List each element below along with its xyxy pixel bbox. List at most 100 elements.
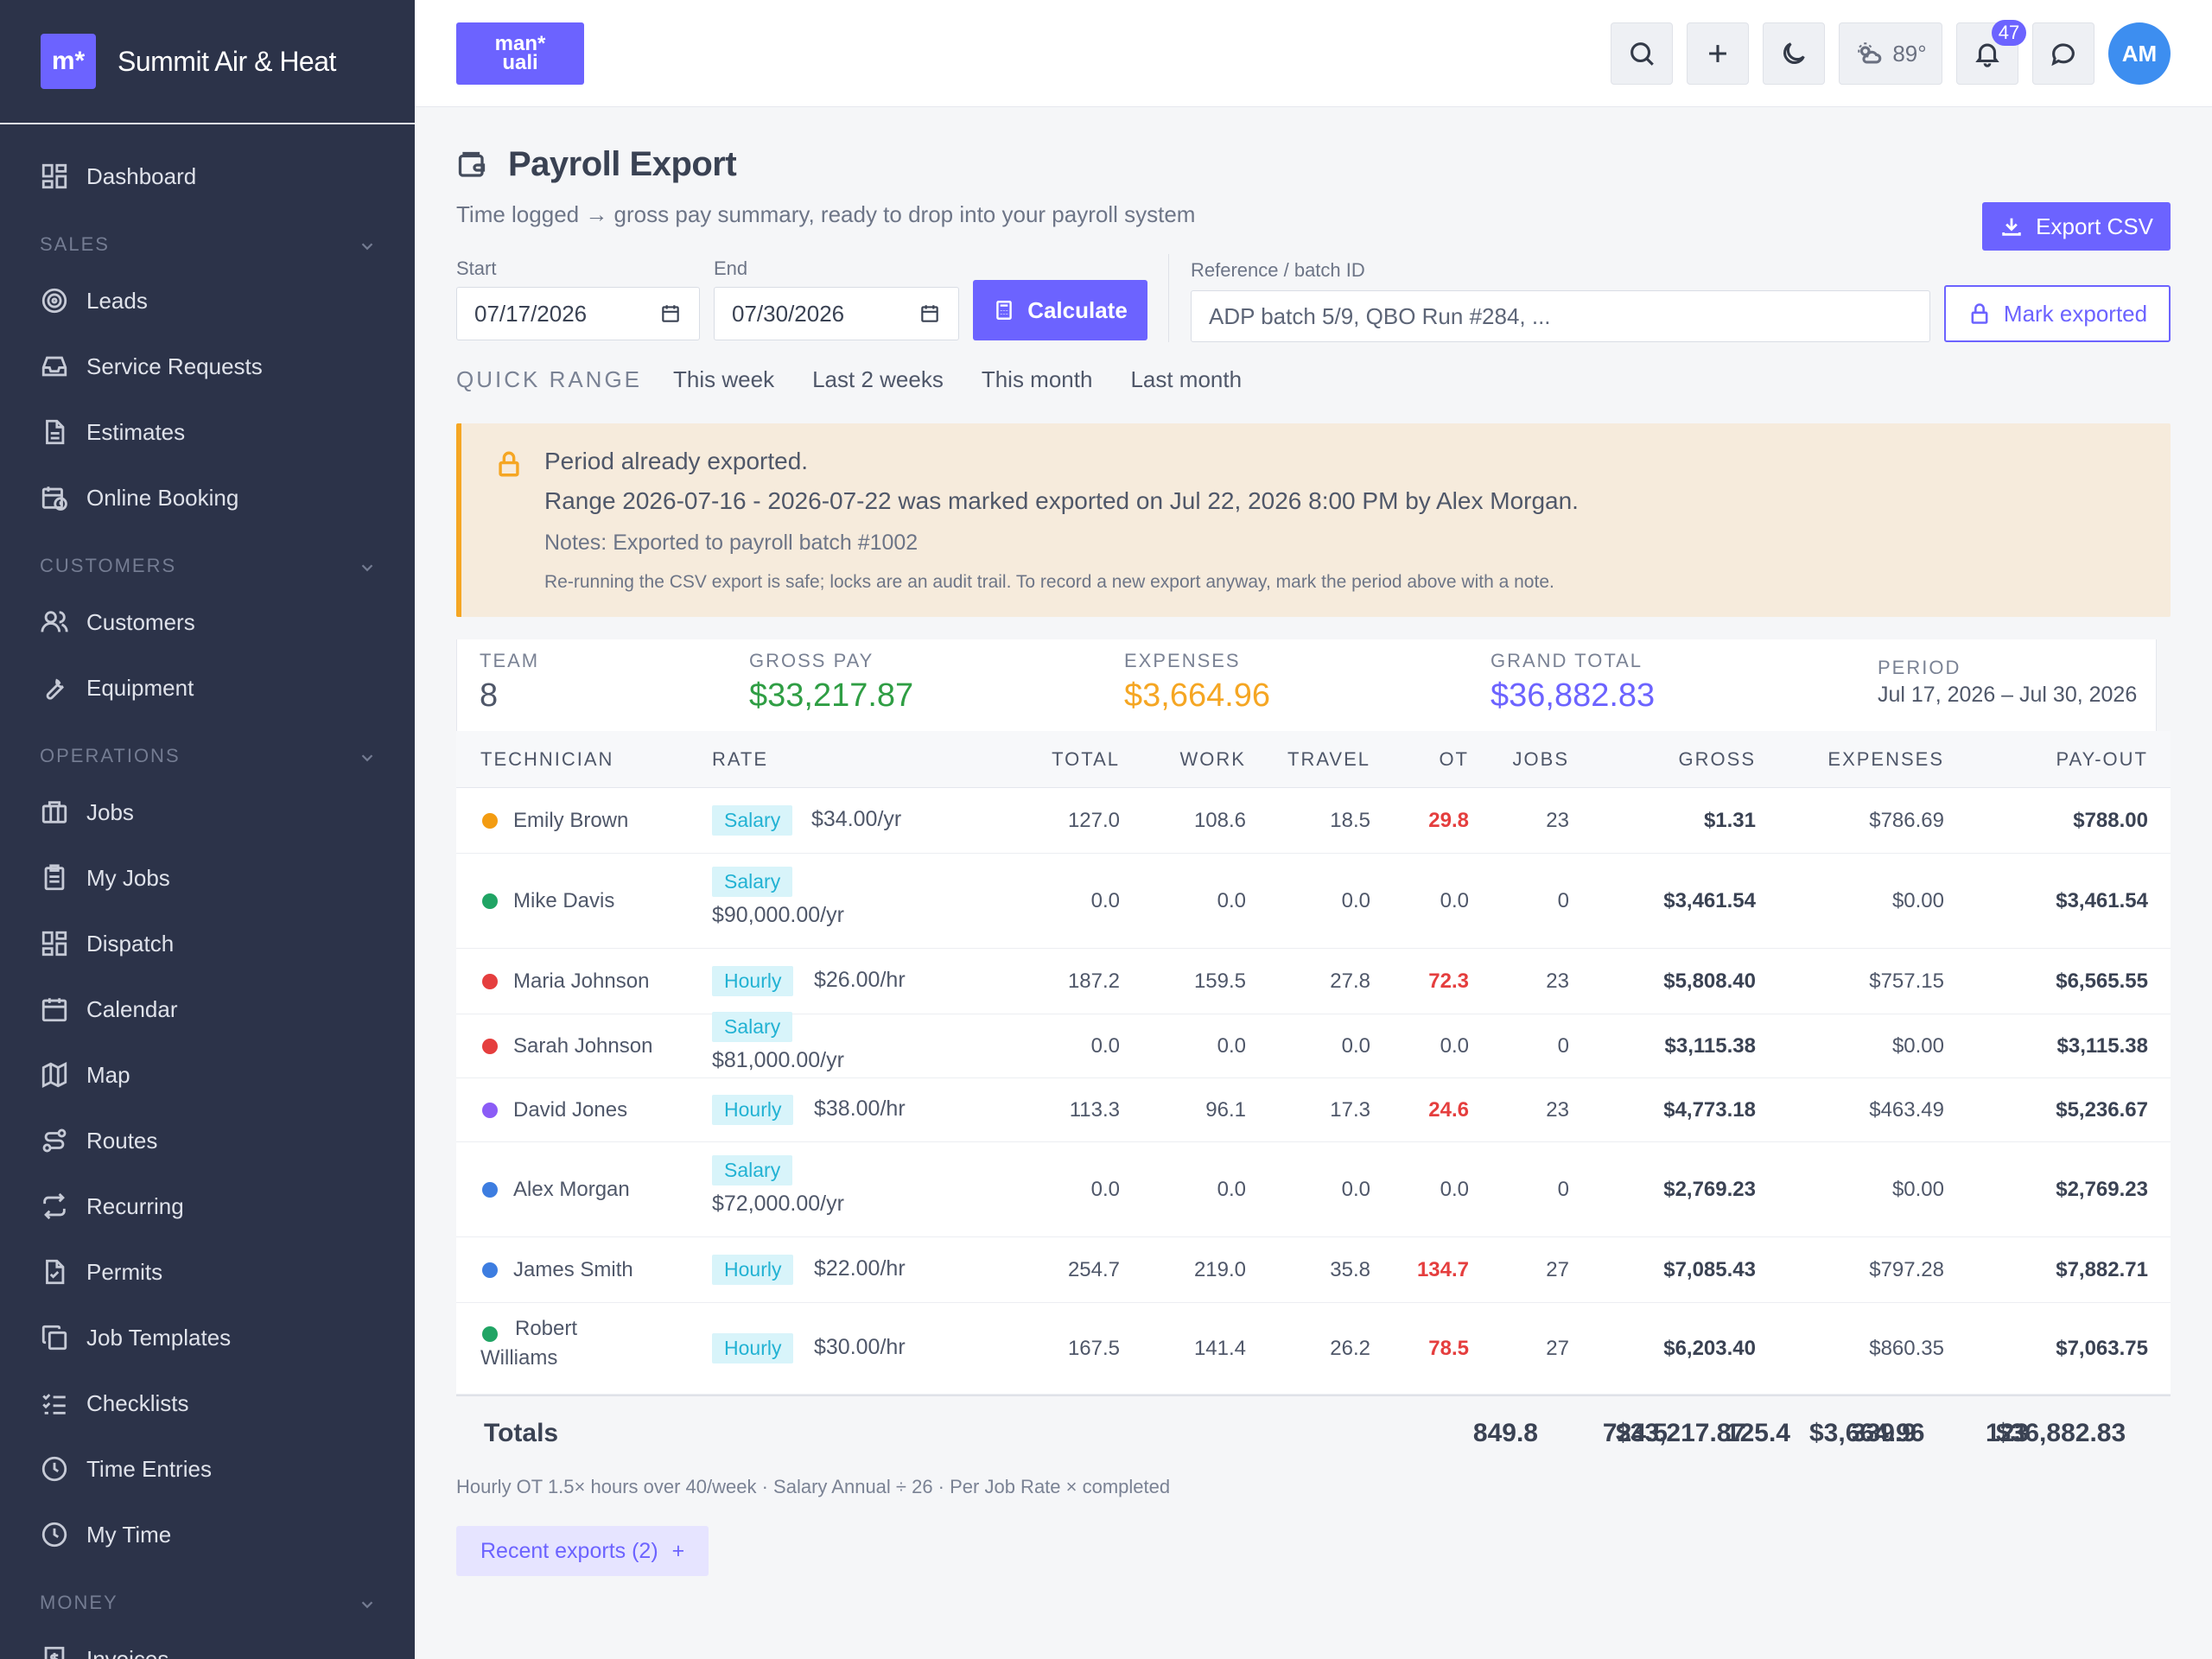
sidebar-item-leads[interactable]: Leads [0,268,415,334]
technician-name[interactable]: Robert Williams [480,1317,578,1370]
notifications-button[interactable]: 47 [1956,20,2026,85]
sidebar-item-label: My Time [86,1521,172,1548]
col-travel[interactable]: TRAVEL [1287,748,1370,770]
end-date-input[interactable]: 07/30/2026 [714,287,959,340]
sidebar-item-equipment[interactable]: Equipment [0,655,415,721]
cell-travel: 18.5 [1330,809,1370,832]
quick-range-this-week[interactable]: This week [673,366,775,392]
cell-gross: $6,203.40 [1663,1337,1756,1360]
sidebar-item-service-requests[interactable]: Service Requests [0,334,415,399]
start-date-input[interactable]: 07/17/2026 [456,287,700,340]
reference-input[interactable]: ADP batch 5/9, QBO Run #284, ... [1191,290,1930,342]
sidebar-item-permits[interactable]: Permits [0,1239,415,1305]
sidebar-item-online-booking[interactable]: Online Booking [0,465,415,531]
table-row[interactable]: James Smith Hourly $22.00/hr 254.7 219.0 35.8… [456,1237,2171,1303]
copy-icon [41,1325,67,1351]
technician-name[interactable]: Maria Johnson [513,969,650,993]
table-row[interactable]: Mike Davis Salary $90,000.00/yr 0.0 0.0 0.0 0.… [456,854,2171,949]
mark-exported-button[interactable]: Mark exported [1944,285,2171,342]
brand[interactable]: m* Summit Air & Heat [0,0,415,124]
table-row[interactable]: Sarah Johnson Salary $81,000.00/yr 0.0 0.0 0.… [456,1012,2171,1078]
export-csv-button[interactable]: Export CSV [1982,202,2171,251]
col-work[interactable]: WORK [1179,748,1246,770]
col-jobs[interactable]: JOBS [1512,748,1569,770]
calendar-icon[interactable] [659,302,682,325]
messages-button[interactable] [2032,22,2094,85]
user-avatar[interactable]: AM [2108,22,2171,85]
cell-ot: 134.7 [1416,1258,1469,1281]
cell-jobs: 27 [1546,1337,1569,1360]
technician-name[interactable]: Sarah Johnson [513,1034,653,1058]
col-rate[interactable]: RATE [712,748,769,770]
sidebar-item-dispatch[interactable]: Dispatch [0,911,415,976]
technician-name[interactable]: David Jones [513,1098,628,1122]
calendar-icon[interactable] [918,302,941,325]
sidebar-item-job-templates[interactable]: Job Templates [0,1305,415,1370]
cell-payout: $2,769.23 [2056,1178,2148,1201]
table-row[interactable]: Maria Johnson Hourly $26.00/hr 187.2 159.5 27… [456,949,2171,1014]
table-row[interactable]: Robert Williams Hourly $30.00/hr 167.5 141.4… [456,1303,2171,1395]
recent-exports-button[interactable]: Recent exports (2) + [456,1526,709,1576]
end-date-value: 07/30/2026 [732,300,845,327]
calculate-button[interactable]: Calculate [973,280,1147,340]
sidebar-item-label: Equipment [86,674,194,701]
weather-widget[interactable]: 89° [1839,22,1942,85]
sidebar-item-dashboard[interactable]: Dashboard [0,143,415,209]
quick-range-this-month[interactable]: This month [981,366,1093,392]
technician-color-dot [482,1262,498,1278]
sidebar-item-jobs[interactable]: Jobs [0,779,415,845]
sidebar-item-map[interactable]: Map [0,1042,415,1108]
sidebar-item-recurring[interactable]: Recurring [0,1173,415,1239]
pay-type-badge: Hourly [712,1333,794,1363]
col-payout[interactable]: PAY-OUT [2056,748,2148,770]
calendar-icon [41,998,67,1022]
sidebar-item-customers[interactable]: Customers [0,589,415,655]
technician-name[interactable]: Alex Morgan [513,1178,630,1201]
technician-name[interactable]: Emily Brown [513,809,629,832]
sidebar-section-money[interactable]: MONEY [0,1567,415,1626]
sidebar-item-estimates[interactable]: Estimates [0,399,415,465]
team-value: 8 [480,677,499,714]
sidebar-item-invoices[interactable]: Invoices [0,1626,415,1659]
sidebar-item-my-jobs[interactable]: My Jobs [0,845,415,911]
add-button[interactable] [1687,22,1749,85]
pay-type-badge: Salary [712,805,793,836]
notification-count-badge: 47 [1992,20,2026,46]
search-button[interactable] [1611,22,1673,85]
cell-gross: $5,808.40 [1663,969,1756,993]
col-gross[interactable]: GROSS [1678,748,1756,770]
sidebar-item-routes[interactable]: Routes [0,1108,415,1173]
cell-total: 0.0 [1090,889,1120,912]
sidebar-item-time-entries[interactable]: Time Entries [0,1436,415,1502]
file-check-icon [46,1259,65,1285]
quick-range-last-2-weeks[interactable]: Last 2 weeks [812,366,944,392]
col-ot[interactable]: OT [1439,748,1469,770]
table-row[interactable]: David Jones Hourly $38.00/hr 113.3 96.1 17.3 2… [456,1078,2171,1142]
quick-range: QUICK RANGE This week Last 2 weeks This … [456,366,1280,393]
sidebar-item-label: Dispatch [86,930,175,957]
app-logo[interactable]: man* uali [456,22,584,85]
sidebar-item-checklists[interactable]: Checklists [0,1370,415,1436]
sidebar-section-sales[interactable]: SALES [0,209,415,268]
alert-notes: Notes: Exported to payroll batch #1002 [544,531,918,555]
export-csv-label: Export CSV [2036,213,2153,239]
sidebar-section-operations[interactable]: OPERATIONS [0,721,415,779]
sidebar-item-my-time[interactable]: My Time [0,1502,415,1567]
col-expenses[interactable]: EXPENSES [1827,748,1944,770]
cell-payout: $7,882.71 [2056,1258,2148,1281]
sidebar-section-customers[interactable]: CUSTOMERS [0,531,415,589]
pay-type-badge: Hourly [712,1095,794,1125]
technician-color-dot [482,974,498,989]
col-total[interactable]: TOTAL [1052,748,1120,770]
cell-ot: 29.8 [1428,809,1469,832]
quick-range-last-month[interactable]: Last month [1130,366,1243,392]
technician-name[interactable]: James Smith [513,1258,633,1281]
sidebar-item-label: Job Templates [86,1324,232,1351]
table-row[interactable]: Alex Morgan Salary $72,000.00/yr 0.0 0.0 0.0 0… [456,1142,2171,1237]
cell-travel: 26.2 [1330,1337,1370,1360]
sidebar-item-calendar[interactable]: Calendar [0,976,415,1042]
technician-name[interactable]: Mike Davis [513,889,615,912]
dark-mode-toggle[interactable] [1763,22,1825,85]
col-technician[interactable]: TECHNICIAN [480,748,614,770]
table-row[interactable]: Emily Brown Salary $34.00/yr 127.0 108.6 18.5… [456,788,2171,854]
